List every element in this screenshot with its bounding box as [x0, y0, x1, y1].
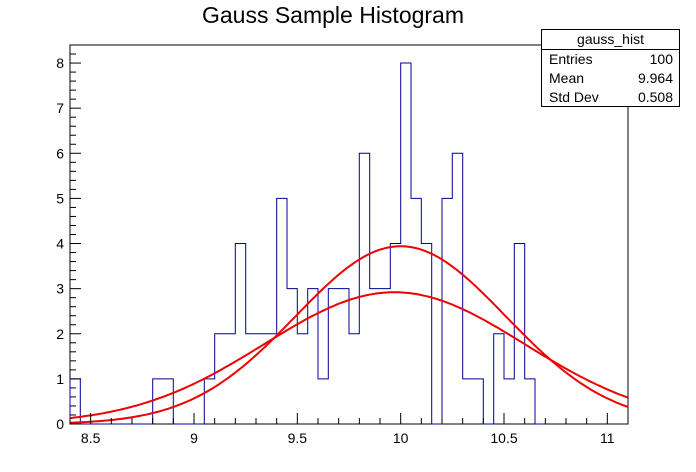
- axes-layer: 8.5 9 9.5 10 10.5 11 0 1 2 3 4 5 6 7 8: [56, 44, 629, 446]
- stats-row-stddev: Std Dev 0.508: [542, 88, 679, 107]
- y-tick-label: 0: [56, 416, 64, 432]
- y-tick-label: 1: [56, 371, 64, 387]
- y-tick-label: 4: [56, 236, 64, 252]
- y-tick-label: 8: [56, 55, 64, 71]
- stats-label: Mean: [549, 70, 585, 86]
- x-tick-label: 11: [600, 430, 615, 446]
- x-tick-label: 10.5: [490, 430, 517, 446]
- fit-curves-layer: [69, 245, 629, 424]
- y-tick-label: 3: [56, 281, 64, 297]
- y-tick-label: 5: [56, 190, 64, 206]
- fit-curve-2: [69, 291, 629, 420]
- stats-value: 9.964: [637, 70, 673, 86]
- x-tick-label: 9.5: [288, 430, 308, 446]
- stats-box-name: gauss_hist: [542, 30, 679, 50]
- stats-row-mean: Mean 9.964: [542, 69, 679, 88]
- y-tick-label: 6: [56, 145, 64, 161]
- stats-label: Std Dev: [549, 89, 599, 105]
- stats-value: 0.508: [637, 89, 673, 105]
- x-tick-label: 9: [190, 430, 198, 446]
- stats-label: Entries: [549, 51, 593, 67]
- stats-row-entries: Entries 100: [542, 50, 679, 69]
- y-tick-label: 7: [56, 100, 64, 116]
- chart-title: Gauss Sample Histogram: [201, 2, 465, 28]
- stats-value: 100: [649, 51, 673, 67]
- y-tick-label: 2: [56, 326, 64, 342]
- fit-curve-1: [69, 245, 629, 424]
- x-tick-label: 8.5: [81, 430, 101, 446]
- histogram-layer: [69, 62, 546, 425]
- histogram-outline: [69, 62, 546, 425]
- x-tick-label: 10: [393, 430, 409, 446]
- stats-box: gauss_hist Entries 100 Mean 9.964 Std De…: [541, 29, 680, 107]
